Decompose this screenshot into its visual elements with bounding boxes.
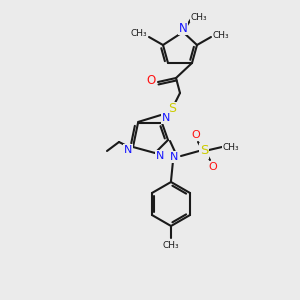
Text: N: N	[124, 145, 132, 155]
Text: CH₃: CH₃	[163, 241, 179, 250]
Text: N: N	[156, 151, 164, 161]
Text: CH₃: CH₃	[213, 31, 229, 40]
Text: N: N	[178, 22, 188, 34]
Text: N: N	[170, 152, 178, 162]
Text: CH₃: CH₃	[191, 13, 207, 22]
Text: CH₃: CH₃	[223, 142, 239, 152]
Text: CH₃: CH₃	[131, 29, 147, 38]
Text: O: O	[192, 130, 200, 140]
Text: O: O	[208, 162, 217, 172]
Text: O: O	[146, 74, 156, 88]
Text: S: S	[168, 103, 176, 116]
Text: N: N	[162, 113, 170, 123]
Text: S: S	[200, 145, 208, 158]
